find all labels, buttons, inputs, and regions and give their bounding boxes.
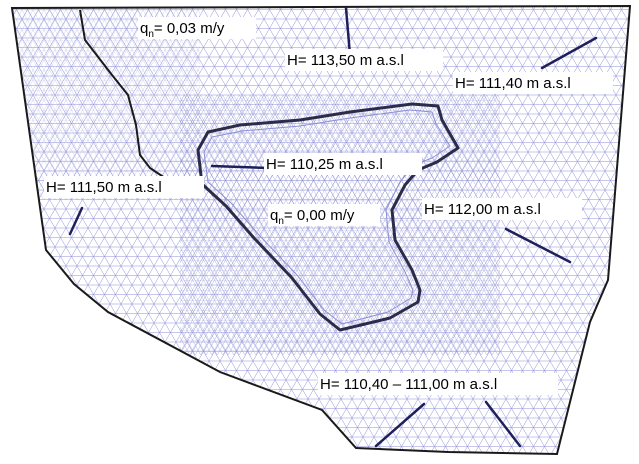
label-h-upper-right: H= 111,40 m a.s.l	[453, 72, 613, 94]
bc-line-upper-right	[540, 36, 598, 70]
lake-boundary	[196, 102, 460, 332]
boundary-condition-lines	[68, 6, 598, 448]
svg-text:H= 113,50 m a.s.l: H= 113,50 m a.s.l	[287, 52, 404, 69]
label-h-lake: H= 110,25 m a.s.l	[264, 153, 422, 175]
bc-line-lake	[210, 164, 270, 170]
label-h-top: H= 113,50 m a.s.l	[285, 49, 443, 71]
label-h-left: H= 111,50 m a.s.l	[44, 176, 204, 198]
domain-boundary	[10, 4, 632, 456]
bc-line-left	[68, 206, 84, 236]
label-flux-outer: qn= 0,03 m/y	[138, 17, 256, 40]
svg-text:H= 111,50 m a.s.l: H= 111,50 m a.s.l	[46, 179, 162, 196]
bc-line-top	[344, 6, 352, 57]
svg-text:H= 111,40 m a.s.l: H= 111,40 m a.s.l	[455, 75, 571, 92]
bc-line-bottom-right	[484, 400, 522, 448]
svg-text:H= 110,40 – 111,00 m a.s.l: H= 110,40 – 111,00 m a.s.l	[320, 376, 497, 393]
bc-line-right	[504, 227, 572, 264]
svg-text:qn= 0,03 m/y: qn= 0,03 m/y	[140, 20, 225, 40]
bc-line-bottom-left	[374, 402, 426, 448]
svg-text:H= 112,00 m a.s.l: H= 112,00 m a.s.l	[424, 201, 541, 218]
svg-text:H= 110,25 m a.s.l: H= 110,25 m a.s.l	[266, 156, 383, 173]
inner-zone-boundary	[79, 9, 166, 179]
label-flux-inner: qn= 0,00 m/y	[268, 204, 380, 227]
label-h-right: H= 112,00 m a.s.l	[422, 198, 582, 220]
label-h-bottom: H= 110,40 – 111,00 m a.s.l	[318, 373, 558, 395]
svg-text:qn= 0,00 m/y: qn= 0,00 m/y	[270, 207, 355, 227]
